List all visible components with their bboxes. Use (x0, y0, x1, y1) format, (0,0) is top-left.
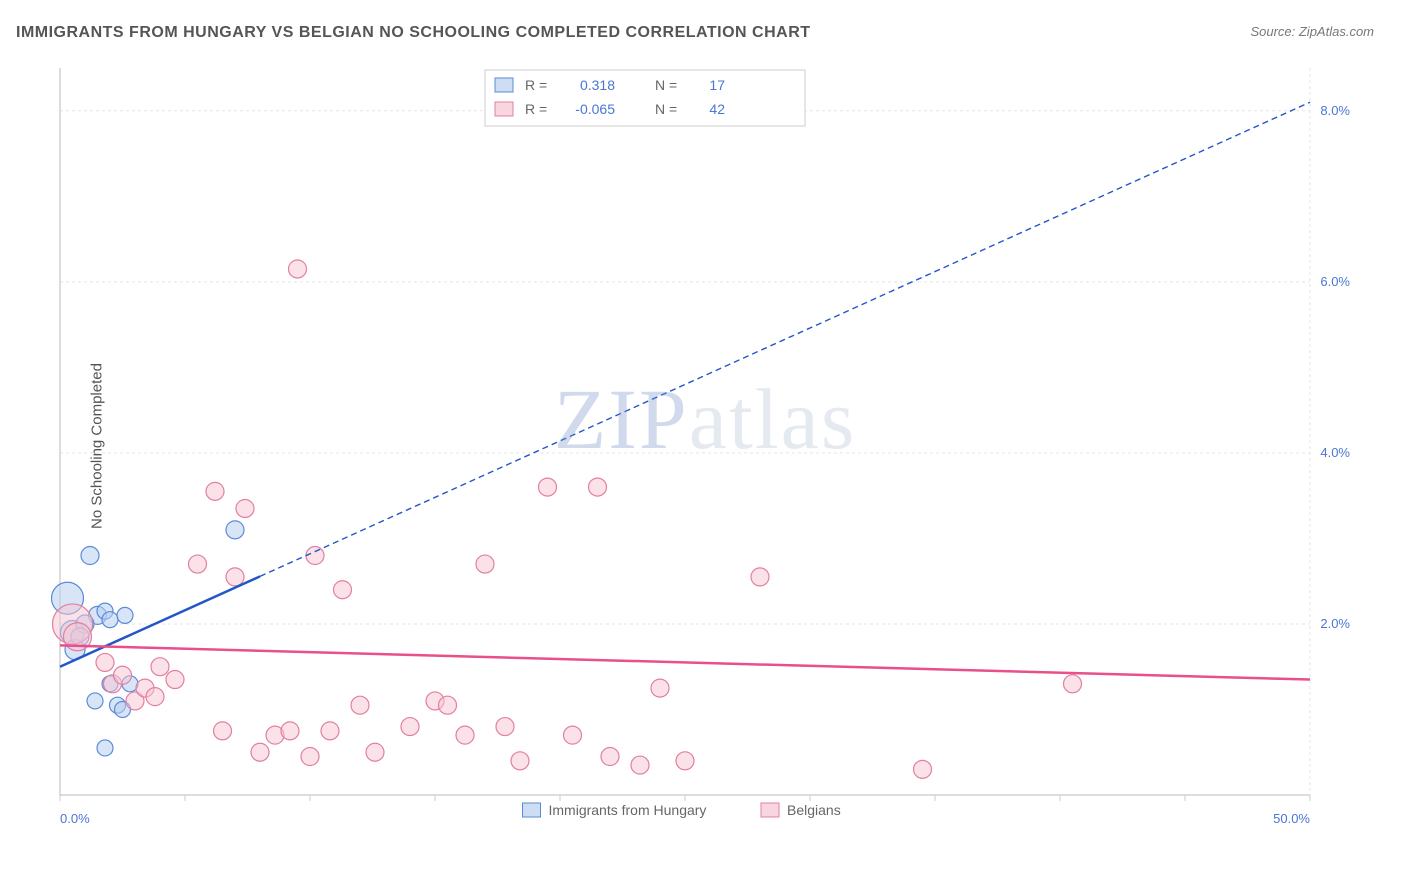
point-belgians (334, 581, 352, 599)
point-belgians (539, 478, 557, 496)
point-belgians (306, 547, 324, 565)
point-belgians (914, 760, 932, 778)
point-belgians (281, 722, 299, 740)
legend-swatch-belgians (761, 803, 779, 817)
x-min-label: 0.0% (60, 811, 90, 826)
point-belgians (351, 696, 369, 714)
point-hungary (87, 693, 103, 709)
point-belgians (401, 718, 419, 736)
legend-label-belgians: Belgians (787, 802, 841, 818)
point-hungary (102, 612, 118, 628)
point-belgians (166, 671, 184, 689)
point-hungary (117, 607, 133, 623)
point-belgians (439, 696, 457, 714)
point-belgians (301, 748, 319, 766)
point-belgians (114, 666, 132, 684)
point-belgians (289, 260, 307, 278)
plot-area: 0.0% 50.0% 2.0% 4.0% 6.0% 8.0% R = 0.318 N = 17 R … (50, 60, 1360, 840)
stats-n-label: N = (655, 101, 677, 117)
stats-r-label: R = (525, 77, 547, 93)
point-belgians (564, 726, 582, 744)
point-belgians (146, 688, 164, 706)
chart-title: IMMIGRANTS FROM HUNGARY VS BELGIAN NO SC… (16, 24, 811, 42)
point-belgians (189, 555, 207, 573)
legend-swatch-hungary (523, 803, 541, 817)
point-belgians (214, 722, 232, 740)
point-belgians (456, 726, 474, 744)
point-belgians (651, 679, 669, 697)
stats-n-belgians: 42 (709, 101, 725, 117)
point-belgians (496, 718, 514, 736)
y-right-label: 4.0% (1320, 445, 1350, 460)
x-max-label: 50.0% (1273, 811, 1310, 826)
regression-belgians (60, 645, 1310, 679)
legend-label-hungary: Immigrants from Hungary (549, 802, 707, 818)
point-belgians (631, 756, 649, 774)
point-belgians (366, 743, 384, 761)
chart-svg: 0.0% 50.0% 2.0% 4.0% 6.0% 8.0% R = 0.318 N = 17 R … (50, 60, 1360, 840)
stats-r-belgians: -0.065 (575, 101, 615, 117)
point-hungary (226, 521, 244, 539)
chart-container: IMMIGRANTS FROM HUNGARY VS BELGIAN NO SC… (0, 0, 1406, 892)
point-hungary (81, 547, 99, 565)
stats-n-label: N = (655, 77, 677, 93)
stats-n-hungary: 17 (709, 77, 725, 93)
y-right-label: 6.0% (1320, 274, 1350, 289)
source-attribution: Source: ZipAtlas.com (1250, 24, 1374, 39)
point-belgians (676, 752, 694, 770)
point-belgians (589, 478, 607, 496)
point-belgians (226, 568, 244, 586)
point-belgians (236, 499, 254, 517)
regression-hungary-dash (260, 102, 1310, 576)
point-hungary (97, 740, 113, 756)
y-right-label: 8.0% (1320, 103, 1350, 118)
point-belgians (206, 482, 224, 500)
point-belgians (601, 748, 619, 766)
y-right-label: 2.0% (1320, 616, 1350, 631)
point-belgians (321, 722, 339, 740)
point-belgians (96, 653, 114, 671)
point-belgians (511, 752, 529, 770)
point-belgians (476, 555, 494, 573)
stats-r-label: R = (525, 101, 547, 117)
point-belgians (751, 568, 769, 586)
stats-r-hungary: 0.318 (580, 77, 615, 93)
stats-swatch-hungary (495, 78, 513, 92)
point-belgians (1064, 675, 1082, 693)
point-belgians (251, 743, 269, 761)
stats-swatch-belgians (495, 102, 513, 116)
point-belgians (151, 658, 169, 676)
